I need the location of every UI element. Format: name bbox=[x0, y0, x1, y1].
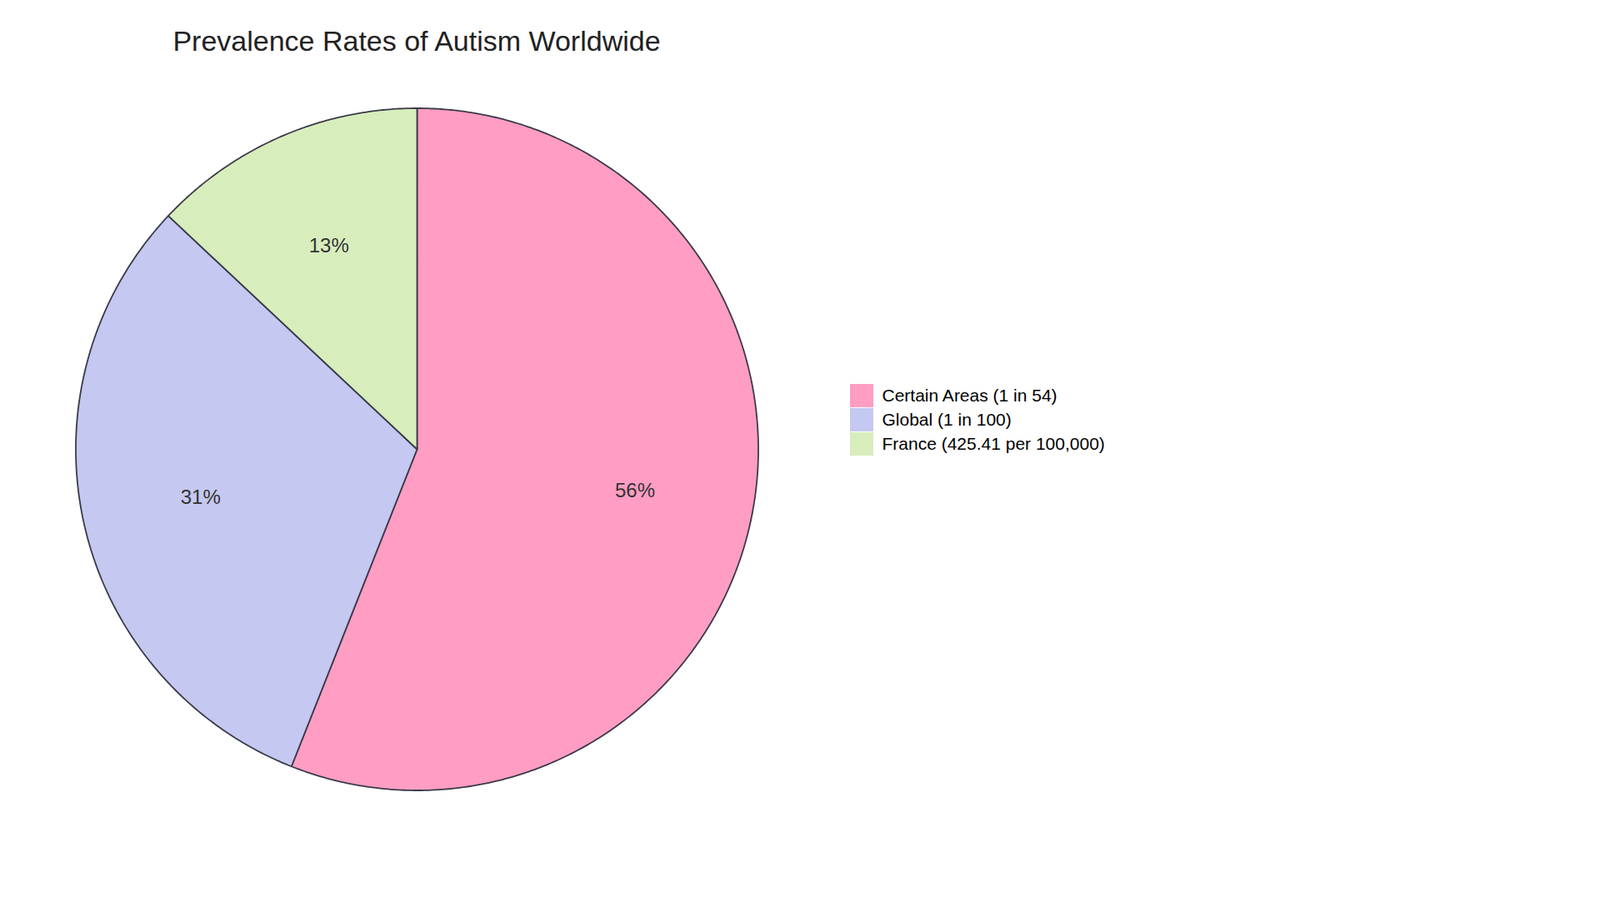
html-text:Global (1 in 100): Global (1 in 100) bbox=[882, 409, 1012, 429]
svg-text:56%: 56% bbox=[615, 479, 655, 502]
svg-text:13%: 13% bbox=[309, 234, 350, 257]
html-text:France (425.41 per 100,000): France (425.41 per 100,000) bbox=[882, 434, 1105, 454]
svg-text:31%: 31% bbox=[180, 485, 221, 509]
html-text:Certain Areas (1 in 54): Certain Areas (1 in 54) bbox=[882, 385, 1058, 405]
html-text:Prevalence Rates of Autism Wor: Prevalence Rates of Autism Worldwide bbox=[172, 25, 661, 57]
